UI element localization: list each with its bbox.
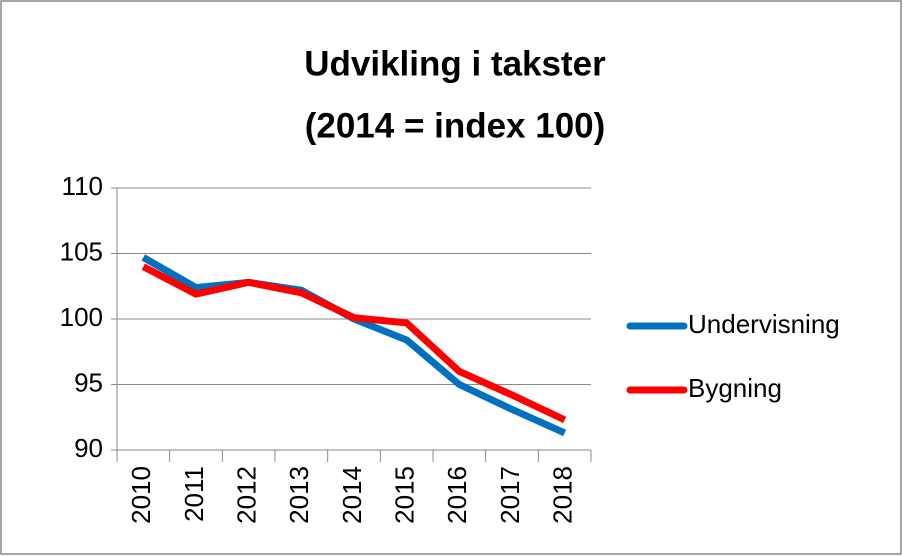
y-tick-label: 95: [74, 367, 103, 397]
x-tick-label: 2013: [284, 466, 314, 524]
y-tick-label: 105: [60, 236, 103, 266]
x-tick-label: 2017: [495, 466, 525, 524]
series-line: [141, 263, 567, 424]
chart-title: Udvikling i takster: [304, 44, 606, 83]
legend-label: Undervisning: [688, 309, 840, 339]
x-tick-label: 2014: [337, 466, 367, 524]
y-tick-label: 100: [60, 302, 103, 332]
x-tick-label: 2012: [232, 466, 262, 524]
legend-label: Bygning: [688, 373, 782, 403]
x-tick-label: 2010: [126, 466, 156, 524]
y-tick-label: 110: [62, 171, 103, 201]
chart-title: (2014 = index 100): [305, 106, 606, 145]
y-tick-label: 90: [74, 433, 103, 463]
x-tick-label: 2015: [390, 466, 420, 524]
x-tick-label: 2016: [442, 466, 472, 524]
x-tick-label: 2018: [548, 466, 578, 524]
x-tick-label: 2011: [179, 466, 209, 522]
